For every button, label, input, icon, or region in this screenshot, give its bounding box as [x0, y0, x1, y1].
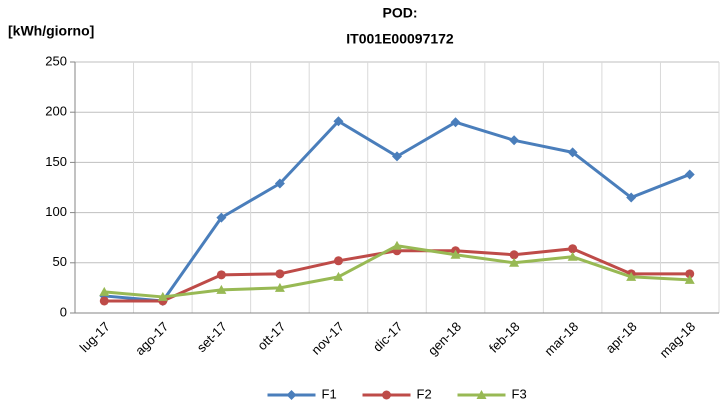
data-point [568, 244, 578, 254]
x-tick-label: dic-17 [370, 319, 406, 355]
y-tick-label: 200 [45, 104, 67, 119]
data-point [567, 251, 578, 261]
data-point [685, 269, 695, 279]
data-point [275, 269, 285, 279]
y-tick-label: 0 [60, 304, 67, 319]
data-point [626, 271, 637, 281]
y-tick-label: 100 [45, 204, 67, 219]
data-point [684, 169, 695, 180]
legend-marker [382, 390, 391, 400]
data-point [333, 116, 344, 127]
data-point [216, 212, 227, 223]
legend-label: F2 [417, 386, 432, 401]
y-tick-label: 50 [53, 254, 67, 269]
legend-marker [476, 390, 487, 399]
data-point [274, 178, 285, 189]
x-tick-label: gen-18 [425, 319, 464, 358]
data-point [392, 240, 402, 250]
x-tick-label: apr-18 [603, 319, 640, 356]
data-point [450, 249, 461, 259]
data-point [333, 271, 344, 281]
x-tick-label: set-17 [194, 319, 230, 355]
legend-label: F3 [512, 386, 527, 401]
legend-marker [286, 390, 297, 400]
data-point [99, 296, 109, 306]
data-point [509, 257, 520, 267]
legend-label: F1 [322, 386, 337, 401]
data-point [274, 282, 285, 292]
data-point [157, 291, 168, 301]
data-point [509, 250, 519, 260]
x-tick-label: feb-18 [486, 319, 523, 356]
data-point [392, 151, 402, 162]
x-tick-label: mag-18 [657, 319, 699, 361]
data-point [509, 135, 520, 146]
y-tick-label: 250 [45, 53, 67, 68]
data-point [684, 274, 695, 284]
y-axis-label: [kWh/giorno] [8, 23, 94, 39]
x-tick-label: ott-17 [254, 319, 288, 353]
data-point [216, 270, 226, 280]
data-point [450, 117, 461, 128]
data-point [99, 286, 110, 296]
x-tick-label: lug-17 [77, 319, 113, 355]
chart-title: POD: [383, 5, 418, 21]
data-point [626, 192, 637, 203]
data-point [333, 256, 343, 266]
x-tick-label: mar-18 [541, 319, 581, 359]
chart-title: IT001E00097172 [346, 31, 454, 47]
x-tick-label: ago-17 [132, 319, 171, 358]
data-point [567, 147, 578, 158]
y-tick-label: 150 [45, 154, 67, 169]
x-tick-label: nov-17 [308, 319, 347, 358]
data-point [216, 284, 227, 294]
